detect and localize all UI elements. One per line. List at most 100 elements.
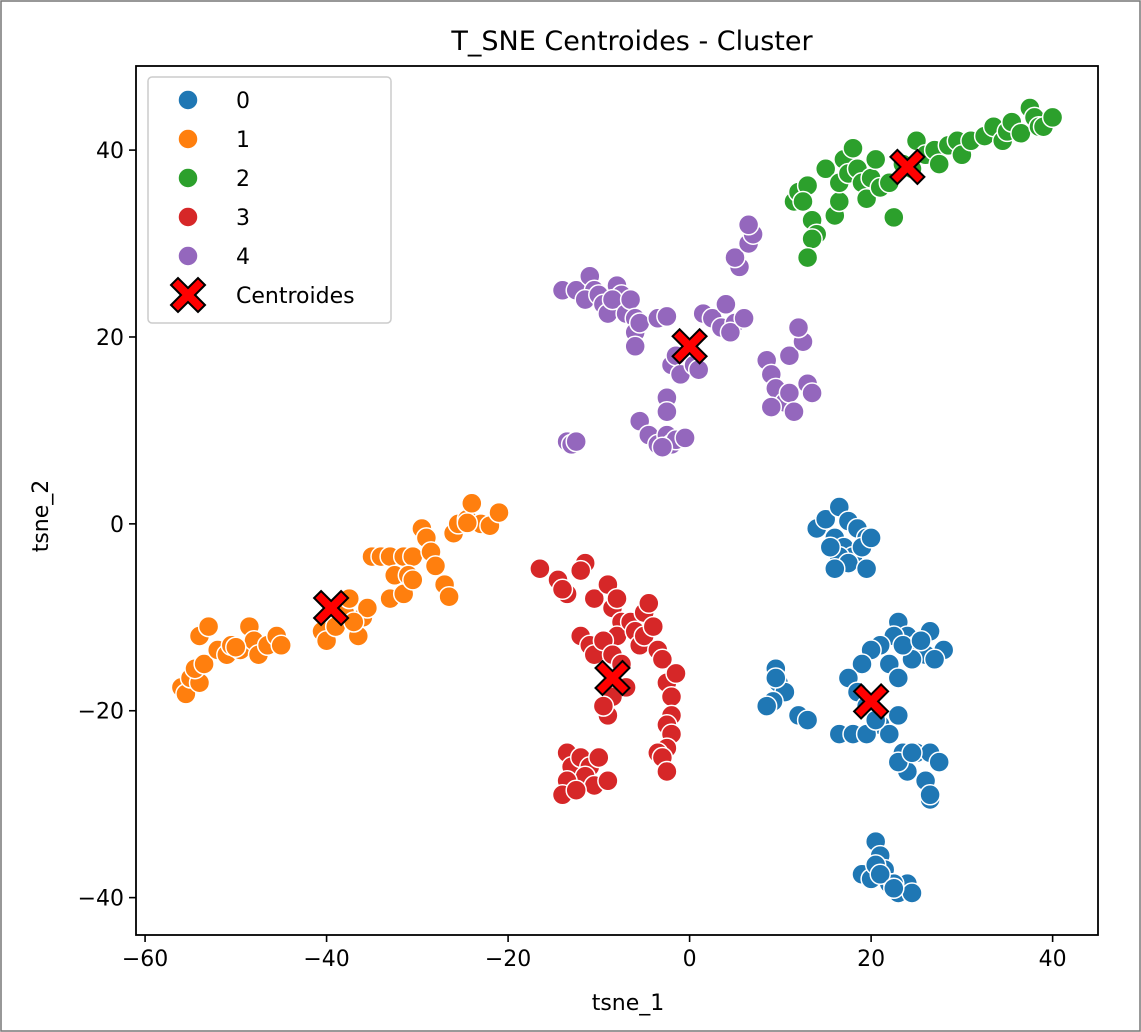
chart-title: T_SNE Centroides - Cluster bbox=[450, 26, 813, 57]
centroid-marker bbox=[594, 659, 631, 697]
scatter-point-cluster-3 bbox=[660, 685, 683, 708]
plot-area bbox=[170, 97, 1064, 904]
scatter-point-cluster-1 bbox=[456, 512, 479, 534]
legend-marker-0 bbox=[177, 89, 199, 111]
scatter-point-cluster-0 bbox=[869, 863, 891, 886]
scatter-point-cluster-4 bbox=[724, 246, 746, 269]
scatter-point-cluster-4 bbox=[656, 400, 678, 423]
scatter-point-cluster-0 bbox=[765, 667, 787, 689]
scatter-point-cluster-1 bbox=[438, 585, 460, 608]
scatter-point-cluster-3 bbox=[588, 746, 610, 769]
centroid-marker bbox=[312, 589, 350, 627]
x-tick-label: 0 bbox=[683, 947, 697, 972]
scatter-point-cluster-2 bbox=[883, 206, 905, 229]
scatter-point-cluster-0 bbox=[928, 751, 950, 773]
scatter-point-cluster-4 bbox=[624, 335, 646, 358]
scatter-point-cluster-2 bbox=[796, 246, 819, 269]
scatter-point-cluster-1 bbox=[402, 545, 424, 568]
legend-marker-1 bbox=[177, 128, 199, 150]
scatter-point-cluster-2 bbox=[801, 228, 823, 250]
scatter-point-cluster-1 bbox=[488, 501, 510, 524]
scatter-point-cluster-3 bbox=[592, 695, 615, 717]
scatter-point-cluster-1 bbox=[197, 615, 220, 638]
scatter-point-cluster-3 bbox=[651, 648, 674, 671]
scatter-point-cluster-2 bbox=[864, 148, 887, 171]
scatter-point-cluster-1 bbox=[356, 597, 379, 619]
scatter-point-cluster-3 bbox=[665, 662, 687, 685]
scatter-point-cluster-3 bbox=[656, 760, 678, 783]
y-tick-label: 20 bbox=[96, 326, 124, 351]
scatter-point-cluster-0 bbox=[824, 557, 846, 580]
scatter-point-cluster-2 bbox=[814, 158, 837, 180]
scatter-point-cluster-4 bbox=[674, 427, 696, 449]
scatter-point-cluster-4 bbox=[778, 382, 801, 404]
scatter-point-cluster-4 bbox=[656, 305, 678, 328]
scatter-point-cluster-4 bbox=[628, 312, 651, 334]
scatter-point-cluster-0 bbox=[901, 882, 923, 904]
scatter-point-cluster-4 bbox=[787, 316, 810, 339]
scatter-point-cluster-4 bbox=[737, 214, 760, 236]
scatter-point-cluster-4 bbox=[565, 430, 587, 453]
scatter-point-cluster-2 bbox=[928, 153, 950, 175]
scatter-point-cluster-4 bbox=[783, 400, 805, 423]
scatter-point-cluster-0 bbox=[878, 723, 901, 745]
scatter-point-cluster-2 bbox=[792, 190, 814, 213]
scatter-point-cluster-4 bbox=[651, 436, 674, 458]
legend-label-0: 0 bbox=[236, 89, 250, 114]
scatter-point-cluster-1 bbox=[225, 636, 247, 658]
scatter-point-cluster-1 bbox=[193, 653, 215, 675]
scatter-point-cluster-0 bbox=[814, 508, 837, 530]
scatter-point-cluster-3 bbox=[597, 770, 619, 792]
scatter-point-cluster-4 bbox=[801, 382, 823, 404]
legend-box bbox=[147, 76, 392, 324]
scatter-point-cluster-1 bbox=[402, 569, 424, 591]
scatter-point-cluster-0 bbox=[910, 629, 932, 652]
scatter-point-cluster-0 bbox=[883, 877, 905, 900]
x-tick-label: −20 bbox=[485, 947, 531, 972]
y-tick-label: −40 bbox=[78, 887, 124, 912]
y-tick-label: 0 bbox=[110, 513, 124, 538]
scatter-point-cluster-1 bbox=[343, 611, 365, 633]
y-axis-label: tsne_2 bbox=[29, 480, 54, 553]
scatter-point-cluster-1 bbox=[424, 555, 447, 577]
scatter-point-cluster-4 bbox=[760, 396, 783, 418]
x-tick-label: −40 bbox=[303, 947, 349, 972]
legend: 0 1 2 3 4 Centroides bbox=[147, 76, 392, 324]
scatter-point-cluster-3 bbox=[638, 592, 660, 615]
scatter-point-cluster-2 bbox=[1010, 122, 1032, 145]
legend-marker-centroides bbox=[169, 276, 207, 314]
scatter-point-cluster-3 bbox=[569, 559, 592, 582]
x-axis-label: tsne_1 bbox=[592, 991, 665, 1016]
scatter-point-cluster-0 bbox=[851, 653, 873, 675]
legend-label-centroides: Centroides bbox=[236, 284, 355, 309]
scatter-point-cluster-0 bbox=[901, 742, 923, 764]
data-markers bbox=[170, 97, 1064, 904]
scatter-point-cluster-2 bbox=[828, 190, 851, 213]
centroid-marker bbox=[671, 327, 709, 365]
y-tick-label: −20 bbox=[78, 700, 124, 725]
legend-label-3: 3 bbox=[236, 206, 250, 231]
legend-marker-4 bbox=[177, 245, 199, 267]
legend-marker-3 bbox=[177, 206, 199, 228]
x-tick-label: 40 bbox=[1039, 947, 1067, 972]
scatter-point-cluster-3 bbox=[642, 615, 665, 638]
scatter-point-cluster-0 bbox=[919, 784, 941, 806]
scatter-point-cluster-0 bbox=[819, 536, 842, 558]
legend-label-1: 1 bbox=[236, 128, 250, 153]
scatter-point-cluster-1 bbox=[270, 634, 292, 657]
legend-marker-2 bbox=[177, 167, 199, 189]
y-tick-label: 40 bbox=[96, 139, 124, 164]
scatter-point-cluster-2 bbox=[1041, 106, 1064, 129]
legend-label-4: 4 bbox=[236, 245, 250, 270]
scatter-point-cluster-4 bbox=[719, 321, 742, 344]
centroid-marker bbox=[888, 148, 926, 186]
scatter-point-cluster-0 bbox=[860, 527, 882, 549]
legend-label-2: 2 bbox=[236, 167, 250, 192]
scatter-point-cluster-3 bbox=[606, 587, 628, 610]
scatter-point-cluster-0 bbox=[796, 709, 819, 731]
scatter-point-cluster-4 bbox=[778, 344, 801, 367]
scatter-point-cluster-4 bbox=[733, 307, 755, 330]
scatter-point-cluster-0 bbox=[855, 557, 878, 580]
